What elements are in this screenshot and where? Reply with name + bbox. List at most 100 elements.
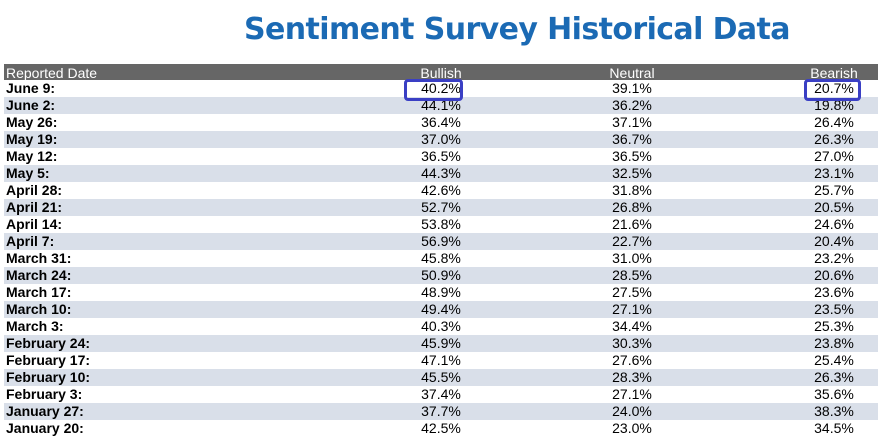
row-date: May 12: (6, 148, 58, 164)
row-neutral: 37.1% (612, 114, 652, 130)
row-neutral: 22.7% (612, 233, 652, 249)
row-bullish: 45.8% (421, 250, 461, 266)
table-row: April 7: 56.9% 22.7% 20.4% (4, 233, 878, 250)
table-row: June 9: 40.2% 39.1% 20.7% (4, 80, 878, 97)
row-bearish: 26.3% (814, 131, 854, 147)
row-bearish: 23.6% (814, 284, 854, 300)
row-bullish: 48.9% (421, 284, 461, 300)
row-bullish: 40.2% (421, 80, 461, 96)
table-row: May 19: 37.0% 36.7% 26.3% (4, 131, 878, 148)
row-neutral: 27.6% (612, 352, 652, 368)
row-bullish: 37.4% (421, 386, 461, 402)
row-bearish: 38.3% (814, 403, 854, 419)
row-date: March 31: (6, 250, 72, 266)
row-neutral: 30.3% (612, 335, 652, 351)
row-date: May 5: (6, 165, 50, 181)
table-body: June 9: 40.2% 39.1% 20.7% June 2: 44.1% 36.2% 1… (4, 80, 878, 437)
table-row: May 5: 44.3% 32.5% 23.1% (4, 165, 878, 182)
row-bullish: 49.4% (421, 301, 461, 317)
table-row: April 14: 53.8% 21.6% 24.6% (4, 216, 878, 233)
row-neutral: 27.1% (612, 386, 652, 402)
table-row: May 12: 36.5% 36.5% 27.0% (4, 148, 878, 165)
row-date: April 28: (6, 182, 63, 198)
row-bearish: 25.4% (814, 352, 854, 368)
row-date: April 21: (6, 199, 63, 215)
row-neutral: 27.5% (612, 284, 652, 300)
row-neutral: 34.4% (612, 318, 652, 334)
row-bearish: 25.3% (814, 318, 854, 334)
table-row: February 24: 45.9% 30.3% 23.8% (4, 335, 878, 352)
row-neutral: 31.0% (612, 250, 652, 266)
row-date: February 17: (6, 352, 91, 368)
row-bullish: 44.3% (421, 165, 461, 181)
table-row: April 28: 42.6% 31.8% 25.7% (4, 182, 878, 199)
row-bullish: 37.0% (421, 131, 461, 147)
row-bullish: 53.8% (421, 216, 461, 232)
header-bearish: Bearish (810, 65, 858, 81)
table-row: June 2: 44.1% 36.2% 19.8% (4, 97, 878, 114)
table-row: March 17: 48.9% 27.5% 23.6% (4, 284, 878, 301)
row-neutral: 36.2% (612, 97, 652, 113)
row-neutral: 36.5% (612, 148, 652, 164)
row-date: February 24: (6, 335, 91, 351)
row-date: April 14: (6, 216, 63, 232)
row-bearish: 25.7% (814, 182, 854, 198)
row-bullish: 42.6% (421, 182, 461, 198)
row-date: May 19: (6, 131, 58, 147)
table-row: March 10: 49.4% 27.1% 23.5% (4, 301, 878, 318)
row-bullish: 50.9% (421, 267, 461, 283)
row-bearish: 20.4% (814, 233, 854, 249)
table-row: February 10: 45.5% 28.3% 26.3% (4, 369, 878, 386)
table-row: January 27: 37.7% 24.0% 38.3% (4, 403, 878, 420)
row-bearish: 20.7% (814, 80, 854, 96)
row-bearish: 26.3% (814, 369, 854, 385)
row-bullish: 47.1% (421, 352, 461, 368)
row-bullish: 56.9% (421, 233, 461, 249)
table-row: March 24: 50.9% 28.5% 20.6% (4, 267, 878, 284)
row-date: May 26: (6, 114, 58, 130)
row-date: February 10: (6, 369, 91, 385)
row-bearish: 26.4% (814, 114, 854, 130)
row-bearish: 19.8% (814, 97, 854, 113)
header-neutral: Neutral (609, 65, 655, 81)
row-bullish: 37.7% (421, 403, 461, 419)
row-bullish: 45.9% (421, 335, 461, 351)
row-bearish: 23.1% (814, 165, 854, 181)
row-bullish: 52.7% (421, 199, 461, 215)
row-bearish: 35.6% (814, 386, 854, 402)
row-bullish: 36.4% (421, 114, 461, 130)
sentiment-table: Reported Date Bullish Neutral Bearish Ju… (4, 64, 878, 437)
table-row: March 31: 45.8% 31.0% 23.2% (4, 250, 878, 267)
row-neutral: 39.1% (612, 80, 652, 96)
row-neutral: 23.0% (612, 420, 652, 436)
table-row: April 21: 52.7% 26.8% 20.5% (4, 199, 878, 216)
table-row: February 17: 47.1% 27.6% 25.4% (4, 352, 878, 369)
row-date: March 3: (6, 318, 64, 334)
table-row: January 20: 42.5% 23.0% 34.5% (4, 420, 878, 437)
header-reported-date: Reported Date (6, 65, 98, 81)
table-row: May 26: 36.4% 37.1% 26.4% (4, 114, 878, 131)
row-neutral: 26.8% (612, 199, 652, 215)
row-date: April 7: (6, 233, 55, 249)
page-title: Sentiment Survey Historical Data (244, 12, 791, 47)
row-date: June 2: (6, 97, 56, 113)
row-bullish: 44.1% (421, 97, 461, 113)
row-date: March 24: (6, 267, 72, 283)
row-date: February 3: (6, 386, 83, 402)
row-bearish: 27.0% (814, 148, 854, 164)
row-neutral: 28.3% (612, 369, 652, 385)
row-bearish: 23.8% (814, 335, 854, 351)
header-bullish: Bullish (420, 65, 462, 81)
row-bearish: 24.6% (814, 216, 854, 232)
row-neutral: 27.1% (612, 301, 652, 317)
row-bearish: 20.5% (814, 199, 854, 215)
row-date: June 9: (6, 80, 56, 96)
row-bullish: 36.5% (421, 148, 461, 164)
row-neutral: 21.6% (612, 216, 652, 232)
table-header: Reported Date Bullish Neutral Bearish (4, 64, 878, 81)
row-date: March 17: (6, 284, 72, 300)
row-date: March 10: (6, 301, 72, 317)
row-bearish: 23.5% (814, 301, 854, 317)
row-neutral: 31.8% (612, 182, 652, 198)
row-neutral: 28.5% (612, 267, 652, 283)
